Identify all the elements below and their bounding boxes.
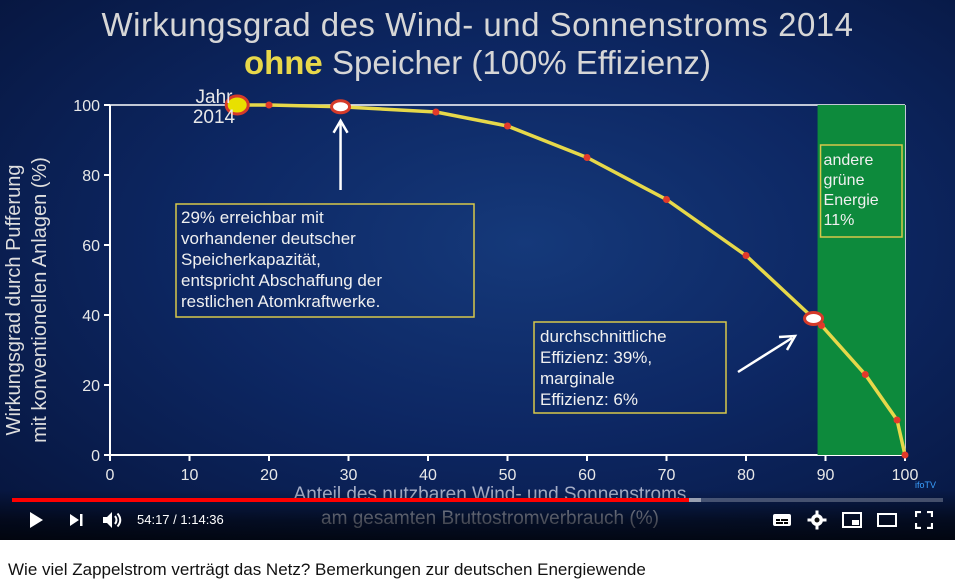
green-zone-label: 11% [824, 212, 855, 229]
next-icon [70, 514, 83, 526]
annotation-efficiency-line: durchschnittliche [540, 327, 667, 346]
green-zone-label: andere [824, 152, 874, 169]
video-title: Wie viel Zappelstrom verträgt das Netz? … [8, 560, 646, 579]
video-frame: Wirkungsgrad des Wind- und Sonnenstroms … [0, 0, 955, 540]
chart-axes: 0 20 40 60 80 100 0 10 20 30 40 50 60 70 80 90 100 Wirkun… [3, 98, 918, 529]
annotation-storage-line: entspricht Abschaffung der [181, 271, 382, 290]
play-icon [30, 512, 43, 528]
y-tick-label: 0 [91, 448, 100, 465]
x-tick-label: 50 [499, 467, 517, 484]
annotation-storage-line: vorhandener deutscher [181, 229, 356, 248]
green-energy-zone: andere grüne Energie 11% [817, 105, 905, 455]
y-axis-label-line1: Wirkungsgrad durch Pufferung [3, 165, 25, 436]
fullscreen-icon [915, 511, 933, 529]
annotation-storage-line: Speicherkapazität, [181, 250, 321, 269]
curve-point [901, 451, 909, 459]
curve-markers [224, 94, 909, 459]
x-tick-label: 20 [260, 467, 278, 484]
theater-icon [877, 513, 897, 527]
green-zone-label: grüne [824, 172, 865, 189]
x-tick-label: 40 [419, 467, 437, 484]
green-zone-box [819, 144, 903, 238]
x-tick-label: 100 [892, 467, 919, 484]
x-tick-label: 0 [106, 467, 115, 484]
annotation-efficiency-line: marginale [540, 369, 615, 388]
time-total: 1:14:36 [180, 512, 224, 527]
subtitles-button[interactable] [770, 508, 794, 532]
arrow-diagonal-shaft [737, 336, 793, 374]
x-tick-label: 80 [737, 467, 755, 484]
x-tick-label: 60 [578, 467, 596, 484]
green-zone-label: Energie [824, 192, 879, 209]
curve-point [893, 416, 901, 424]
y-tick-label: 40 [82, 308, 100, 325]
year-2014-marker [224, 94, 250, 116]
volume-button[interactable] [100, 508, 126, 532]
curve-point [432, 108, 440, 116]
slide-title-accent: ohne [243, 44, 323, 81]
highlight-ring-marker [803, 311, 825, 326]
y-tick-label: 60 [82, 238, 100, 255]
slide-title-rest: Speicher (100% Effizienz) [322, 44, 712, 81]
fullscreen-button[interactable] [912, 508, 936, 532]
annotation-storage-line: restlichen Atomkraftwerke. [181, 292, 380, 311]
curve-point [663, 196, 670, 203]
highlight-ring-marker [330, 99, 352, 115]
curve-point [265, 101, 273, 109]
miniplayer-button[interactable] [840, 508, 864, 532]
x-tick-label: 10 [181, 467, 199, 484]
settings-icon [807, 510, 827, 530]
progress-bar[interactable] [12, 498, 943, 502]
y-tick-label: 80 [82, 168, 100, 185]
x-tick-label: 90 [817, 467, 835, 484]
progress-played [12, 498, 689, 502]
y-tick-label: 100 [73, 98, 100, 115]
x-tick-label: 70 [658, 467, 676, 484]
annotation-efficiency-line: Effizienz: 39%, [540, 348, 652, 367]
green-zone-rect [817, 105, 905, 455]
slide-title-line1: Wirkungsgrad des Wind- und Sonnenstroms … [101, 6, 854, 43]
annotation-storage-line: 29% erreichbar mit [181, 208, 324, 227]
annotation-efficiency-line: Effizienz: 6% [540, 390, 638, 409]
year-value-label: 2014 [193, 107, 236, 128]
annotation-box-efficiency [533, 321, 727, 414]
curve-point [861, 371, 869, 378]
x-tick-label: 30 [340, 467, 358, 484]
time-display: 54:17 / 1:14:36 [137, 512, 224, 527]
time-current: 54:17 [137, 512, 170, 527]
video-player[interactable]: Wirkungsgrad des Wind- und Sonnenstroms … [0, 0, 955, 540]
settings-button[interactable] [805, 508, 829, 532]
arrow-diagonal-head [778, 334, 798, 351]
next-button[interactable] [64, 508, 88, 532]
arrow-up-head [332, 118, 349, 134]
year-label: Jahr [196, 87, 234, 108]
play-button[interactable] [24, 508, 48, 532]
y-tick-label: 20 [82, 378, 100, 395]
curve-point [742, 252, 750, 259]
subtitles-icon [773, 514, 791, 526]
slide-title-line2: ohne Speicher (100% Effizienz) [0, 44, 955, 82]
miniplayer-icon [842, 512, 862, 528]
efficiency-chart: 0 20 40 60 80 100 0 10 20 30 40 50 60 70 80 90 100 Wirkun… [3, 87, 918, 529]
volume-icon [103, 512, 122, 528]
curve-point [504, 122, 511, 130]
theater-button[interactable] [875, 508, 899, 532]
y-axis-label-line2: mit konventionellen Anlagen (%) [29, 157, 51, 443]
brand-logo: ifoTV [915, 480, 937, 490]
curve-point [583, 154, 591, 161]
annotation-box-storage [175, 203, 475, 318]
